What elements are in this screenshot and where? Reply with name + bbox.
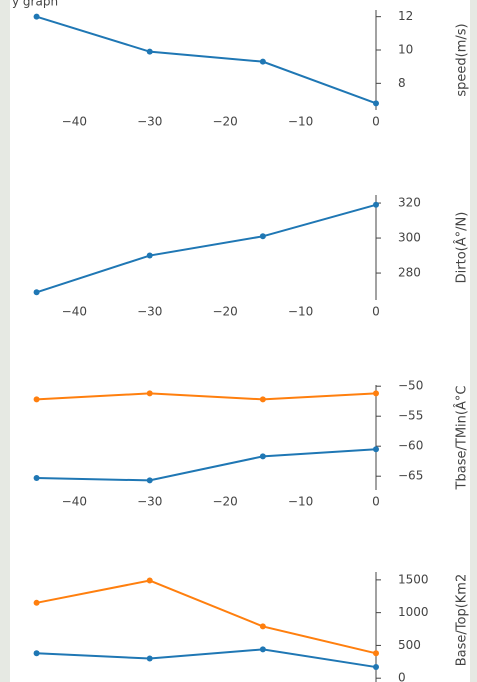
line xyxy=(36,203,377,294)
x-tick-label: −20 xyxy=(212,115,237,129)
x-tick-label: −20 xyxy=(212,305,237,319)
y-tick-label: 10 xyxy=(398,43,413,57)
point xyxy=(259,396,266,403)
point xyxy=(373,390,379,397)
line xyxy=(36,648,377,669)
point xyxy=(33,13,40,20)
y-tick-label: 8 xyxy=(398,76,406,90)
x-tick-label: 0 xyxy=(372,115,380,129)
x-tick-label: −40 xyxy=(62,495,87,509)
y-axis-title: Tbase/TMin(Â°C xyxy=(454,386,470,491)
line xyxy=(36,448,377,482)
point xyxy=(33,475,40,481)
line xyxy=(36,15,377,105)
x-tick-label: 0 xyxy=(372,495,380,509)
point xyxy=(146,477,153,484)
point xyxy=(373,650,379,657)
point xyxy=(259,58,266,65)
y-tick-label: −55 xyxy=(398,409,423,423)
y-tick-label: 12 xyxy=(398,9,413,23)
line xyxy=(36,579,377,655)
x-tick-label: −30 xyxy=(137,115,162,129)
point xyxy=(33,396,40,403)
point xyxy=(259,453,266,460)
y-tick-label: 280 xyxy=(398,266,421,280)
x-tick-label: −40 xyxy=(62,115,87,129)
y-tick-label: 300 xyxy=(398,231,421,245)
y-tick-label: −50 xyxy=(398,379,423,393)
x-tick-label: −10 xyxy=(288,495,313,509)
point xyxy=(259,623,266,630)
x-tick-label: −40 xyxy=(62,305,87,319)
point xyxy=(373,446,379,453)
y-tick-label: 500 xyxy=(398,638,421,652)
point xyxy=(33,650,40,657)
point xyxy=(146,252,153,259)
point xyxy=(259,233,266,240)
y-axis-title: Dirto(Â°/N) xyxy=(454,212,470,284)
y-tick-label: −65 xyxy=(398,469,423,483)
page-title: y graph xyxy=(12,0,58,9)
y-tick-label: 0 xyxy=(398,671,406,682)
point xyxy=(373,201,379,208)
x-tick-label: −20 xyxy=(212,495,237,509)
point xyxy=(146,48,153,55)
point xyxy=(259,646,266,653)
point xyxy=(373,100,379,107)
point xyxy=(146,655,153,662)
x-tick-label: −10 xyxy=(288,115,313,129)
y-axis-title: Base/Top(Km2 xyxy=(455,574,470,667)
point xyxy=(33,289,40,296)
x-tick-label: −30 xyxy=(137,495,162,509)
point xyxy=(373,664,379,671)
point xyxy=(146,390,153,397)
y-tick-label: −60 xyxy=(398,439,423,453)
x-tick-label: 0 xyxy=(372,305,380,319)
y-tick-label: 1500 xyxy=(398,572,429,586)
line xyxy=(36,392,377,401)
point xyxy=(146,577,153,584)
panel xyxy=(10,0,470,682)
point xyxy=(33,599,40,606)
x-tick-label: −30 xyxy=(137,305,162,319)
y-axis-title: speed(m/s) xyxy=(455,23,470,96)
y-tick-label: 1000 xyxy=(398,605,429,619)
x-tick-label: −10 xyxy=(288,305,313,319)
y-tick-label: 320 xyxy=(398,196,421,210)
